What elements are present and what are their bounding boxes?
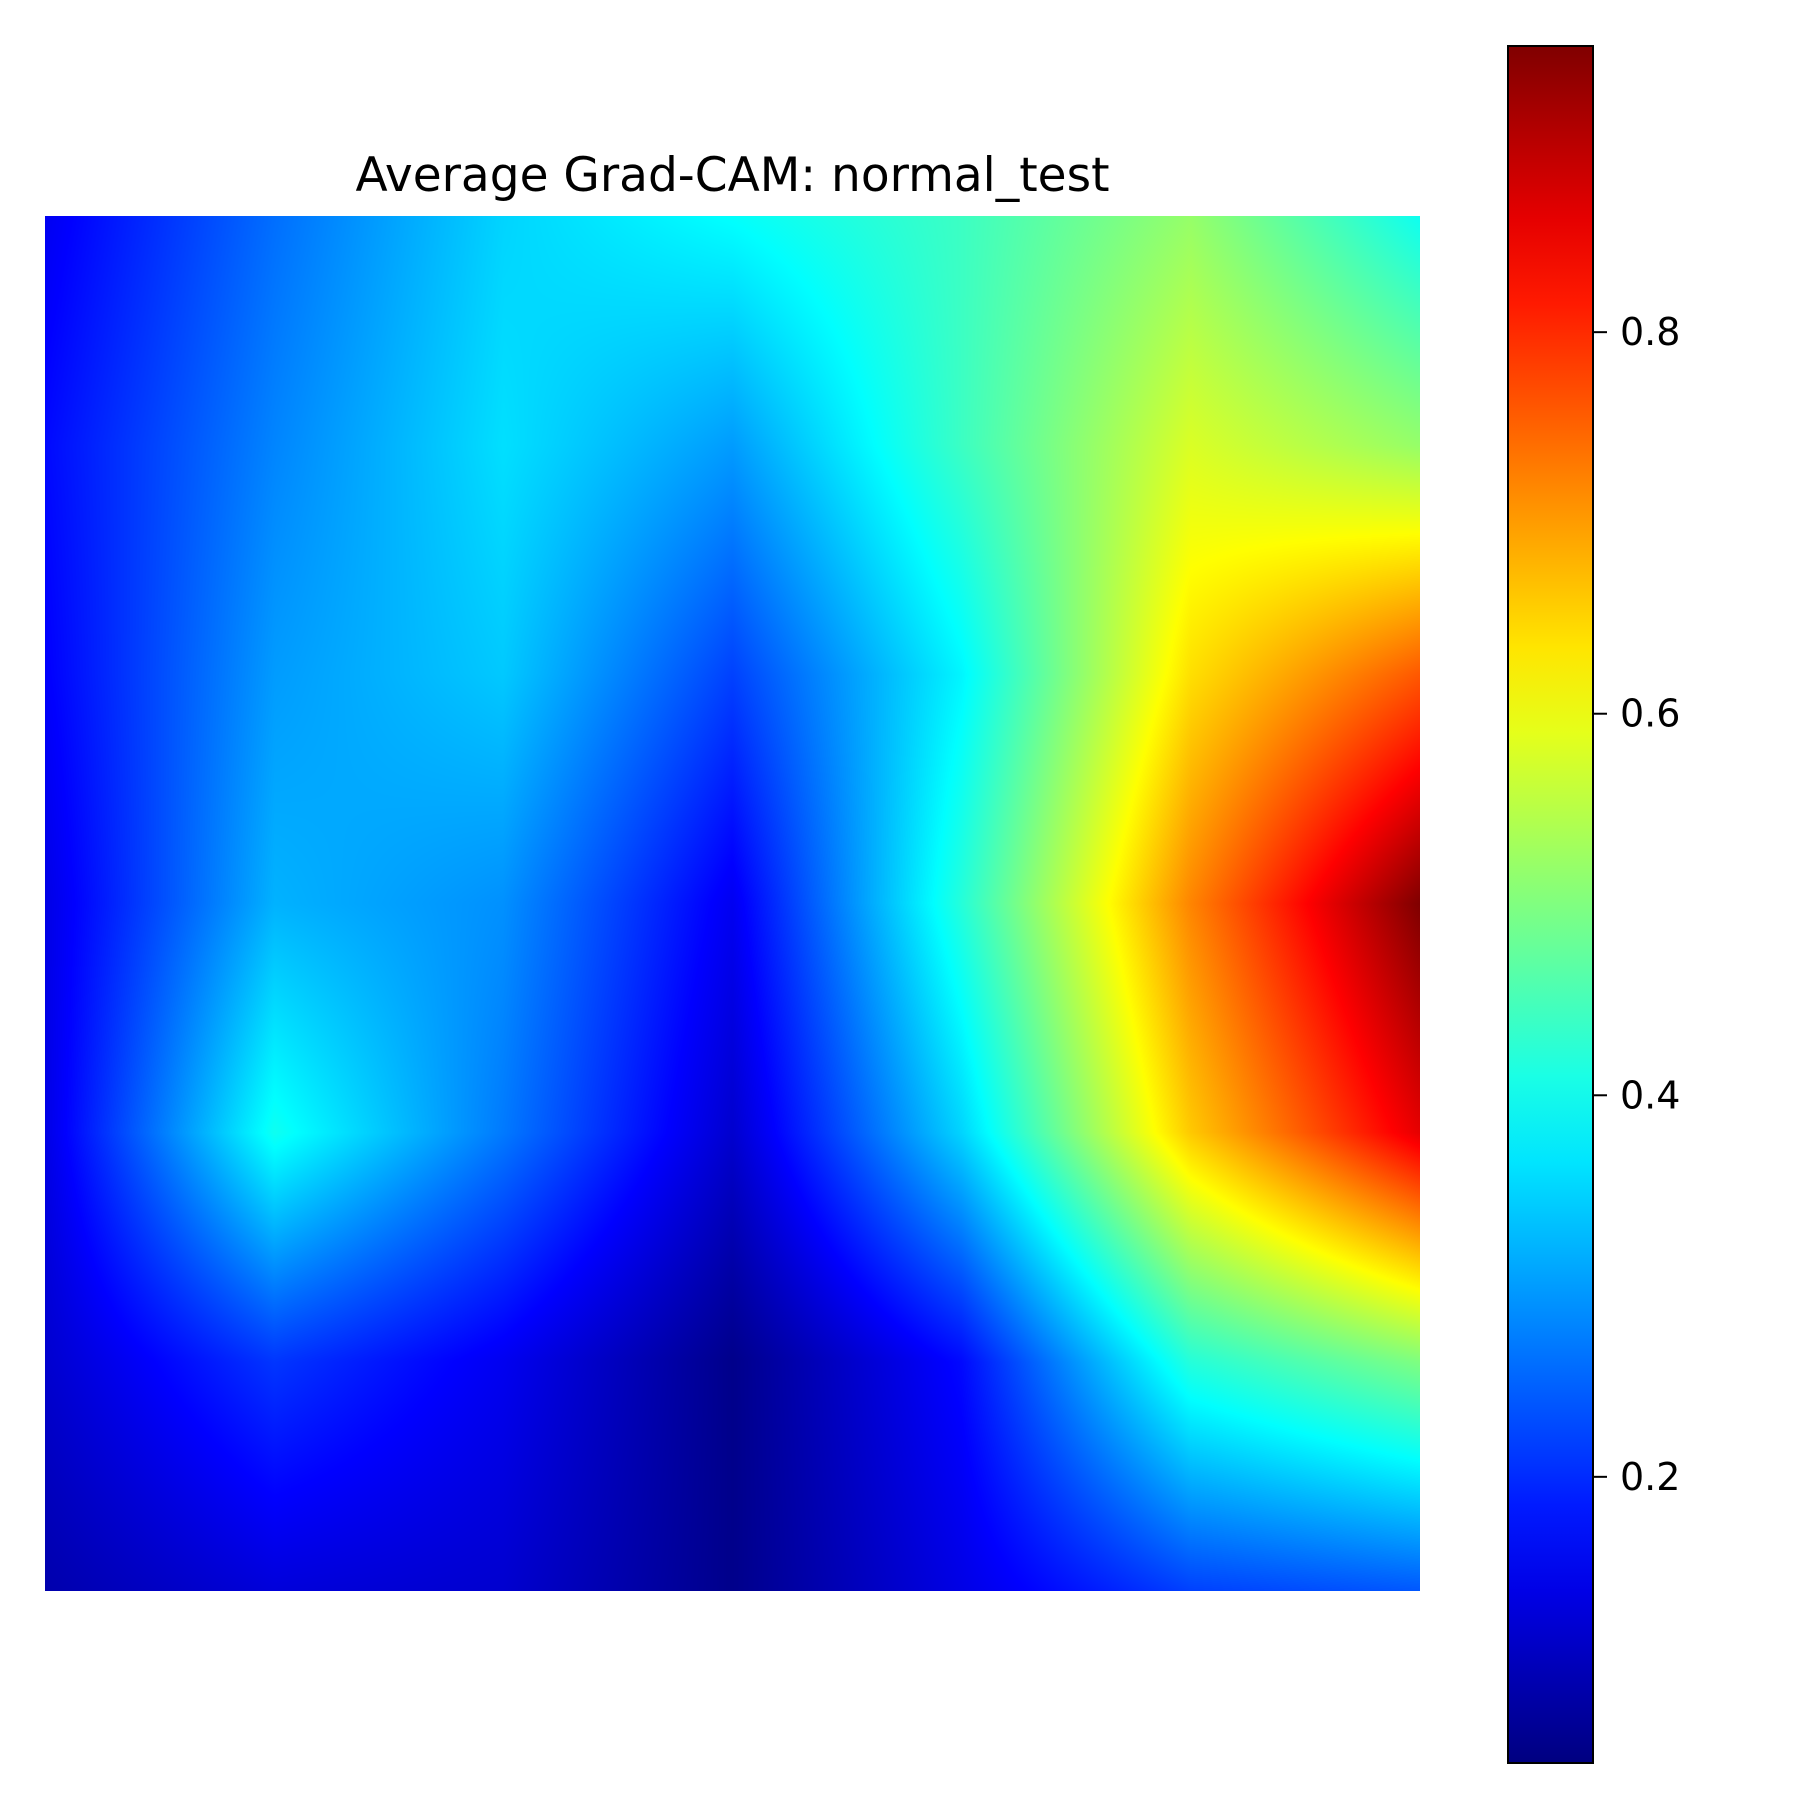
- colorbar-tick-label: 0.8: [1620, 310, 1680, 354]
- colorbar-tick-label: 0.4: [1620, 1073, 1680, 1117]
- colorbar-ticks: 0.2 0.4 0.6 0.8: [1593, 310, 1680, 1499]
- colorbar-gradient: [1508, 46, 1593, 1763]
- colorbar-frame: [1507, 45, 1594, 1764]
- colorbar-tick-label: 0.2: [1620, 1455, 1680, 1499]
- heatmap-image: [45, 216, 1420, 1591]
- colorbar-tick-label: 0.6: [1620, 692, 1680, 736]
- chart-title: Average Grad-CAM: normal_test: [355, 148, 1110, 203]
